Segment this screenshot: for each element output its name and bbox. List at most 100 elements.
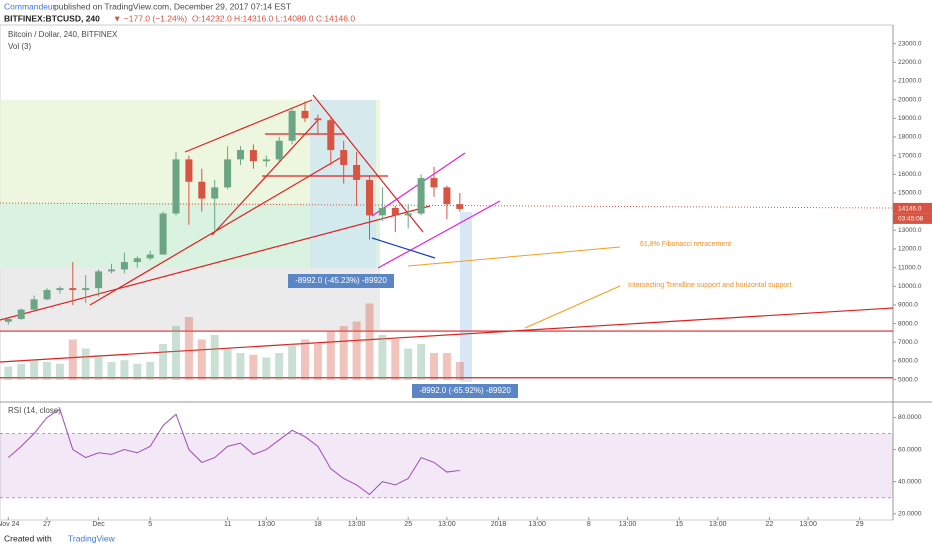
y-tick-label: 23000.0 bbox=[898, 40, 922, 47]
volume-bar bbox=[275, 353, 284, 380]
volume-bar bbox=[43, 362, 51, 380]
candle-body bbox=[198, 181, 206, 199]
x-tick-label: 29 bbox=[856, 521, 864, 528]
volume-bar bbox=[133, 363, 142, 380]
last-price-box bbox=[893, 202, 932, 214]
y-tick-label: 22000.0 bbox=[898, 59, 922, 66]
volume-bar bbox=[146, 362, 155, 380]
y-tick-label: 6000.0 bbox=[898, 358, 918, 365]
volume-bar bbox=[249, 354, 258, 380]
candle-body bbox=[417, 178, 425, 214]
volume-bar bbox=[120, 360, 129, 380]
rsi-line bbox=[7, 408, 460, 496]
volume-bar bbox=[223, 348, 232, 380]
volume-bar bbox=[404, 348, 413, 380]
volume-label: Vol (3) bbox=[8, 42, 31, 51]
symbol: BITFINEX:BTCUSD, 240 bbox=[4, 13, 100, 23]
candle-body bbox=[56, 288, 64, 291]
x-tick-label: 13:00 bbox=[438, 521, 456, 528]
candle-body bbox=[288, 110, 296, 141]
volume-bar bbox=[378, 335, 387, 380]
candle-body bbox=[172, 159, 180, 214]
volume-bar bbox=[313, 344, 322, 380]
candle-body bbox=[95, 271, 103, 289]
volume-bar bbox=[417, 344, 426, 380]
candle-body bbox=[249, 150, 257, 162]
x-tick-label: 5 bbox=[148, 521, 152, 528]
candle-body bbox=[159, 213, 167, 255]
volume-bar bbox=[455, 362, 464, 380]
candle-body bbox=[340, 150, 348, 165]
trendlines bbox=[0, 94, 894, 363]
volume-bar bbox=[68, 339, 77, 380]
volume-bar bbox=[197, 339, 206, 380]
candle-body bbox=[378, 207, 386, 216]
candle-body bbox=[391, 207, 399, 216]
annotation: -8992.0 (-65.92%) -89920 bbox=[419, 386, 511, 395]
rsi-title: RSI (14, close) bbox=[8, 406, 61, 415]
measure-box bbox=[412, 384, 518, 398]
candle-body bbox=[237, 150, 244, 160]
candle-body bbox=[327, 120, 335, 151]
author[interactable]: Commandeur bbox=[4, 1, 56, 11]
x-tick-label: 13:00 bbox=[799, 521, 817, 528]
y-tick-label: 20000.0 bbox=[898, 96, 922, 103]
candle-body bbox=[366, 179, 373, 216]
candle-body bbox=[133, 258, 141, 263]
volume-bar bbox=[236, 353, 245, 380]
last-price-line bbox=[0, 202, 894, 209]
candle-body bbox=[456, 204, 464, 209]
x-tick-label: 18 bbox=[314, 521, 322, 528]
volume-bar bbox=[17, 363, 26, 380]
y-tick-label: 18000.0 bbox=[898, 134, 922, 141]
x-tick-label: Dec bbox=[92, 521, 105, 528]
range-box bbox=[460, 212, 472, 382]
y-tick-label: 20.0000 bbox=[898, 511, 922, 518]
volume-bar bbox=[301, 339, 309, 380]
candle-body bbox=[82, 288, 90, 291]
volume-bar bbox=[288, 344, 297, 380]
plot: 5000.06000.07000.08000.09000.010000.0110… bbox=[0, 40, 932, 528]
candle-body bbox=[211, 187, 219, 199]
change: ▼ −177.0 (−1.24%) bbox=[113, 13, 187, 23]
x-tick-label: 22 bbox=[766, 521, 774, 528]
y-tick-label: 40.0000 bbox=[898, 478, 922, 485]
y-tick-label: 17000.0 bbox=[898, 152, 922, 159]
volume-bar bbox=[184, 317, 193, 380]
footer-brand[interactable]: TradingView bbox=[68, 533, 116, 543]
x-tick-label: 8 bbox=[587, 521, 591, 528]
candle-body bbox=[430, 178, 438, 188]
volume-bar bbox=[352, 321, 361, 380]
published: published on TradingView.com, December 2… bbox=[54, 1, 291, 11]
x-tick-label: 13:00 bbox=[528, 521, 546, 528]
y-tick-label: 5000.0 bbox=[898, 376, 918, 383]
x-tick-label: 13:00 bbox=[619, 521, 637, 528]
x-tick-label: 2018 bbox=[491, 521, 507, 528]
arrows bbox=[407, 246, 621, 329]
volume-bar bbox=[391, 339, 400, 380]
chart-title: Bitcoin / Dollar, 240, BITFINEX bbox=[8, 30, 118, 39]
y-tick-label: 7000.0 bbox=[898, 339, 918, 346]
countdown-box bbox=[893, 213, 932, 224]
candle-body bbox=[17, 309, 25, 319]
x-tick-label: Nov 24 bbox=[0, 521, 19, 528]
annotation: -8992.0 (-45.23%) -89920 bbox=[295, 276, 387, 285]
countdown: 03:45:08 bbox=[898, 216, 924, 223]
candle-body bbox=[4, 318, 12, 322]
x-tick-label: 13:00 bbox=[348, 521, 366, 528]
y-tick-label: 60.0000 bbox=[898, 446, 922, 453]
volume-bar bbox=[30, 360, 39, 380]
y-tick-label: 19000.0 bbox=[898, 115, 922, 122]
volume-bar bbox=[107, 362, 116, 380]
volume-bar bbox=[339, 326, 348, 380]
candle-body bbox=[314, 118, 322, 121]
candle-body bbox=[30, 299, 38, 310]
candle-body bbox=[443, 187, 451, 205]
x-tick-label: 13:00 bbox=[709, 521, 727, 528]
annotation: 61,8% Fibonacci retracement bbox=[640, 241, 731, 248]
volume-bar bbox=[326, 330, 335, 380]
volume-bar bbox=[172, 326, 180, 380]
x-tick-label: 27 bbox=[43, 521, 51, 528]
x-tick-label: 13:00 bbox=[258, 521, 276, 528]
volume-bar bbox=[262, 357, 271, 380]
